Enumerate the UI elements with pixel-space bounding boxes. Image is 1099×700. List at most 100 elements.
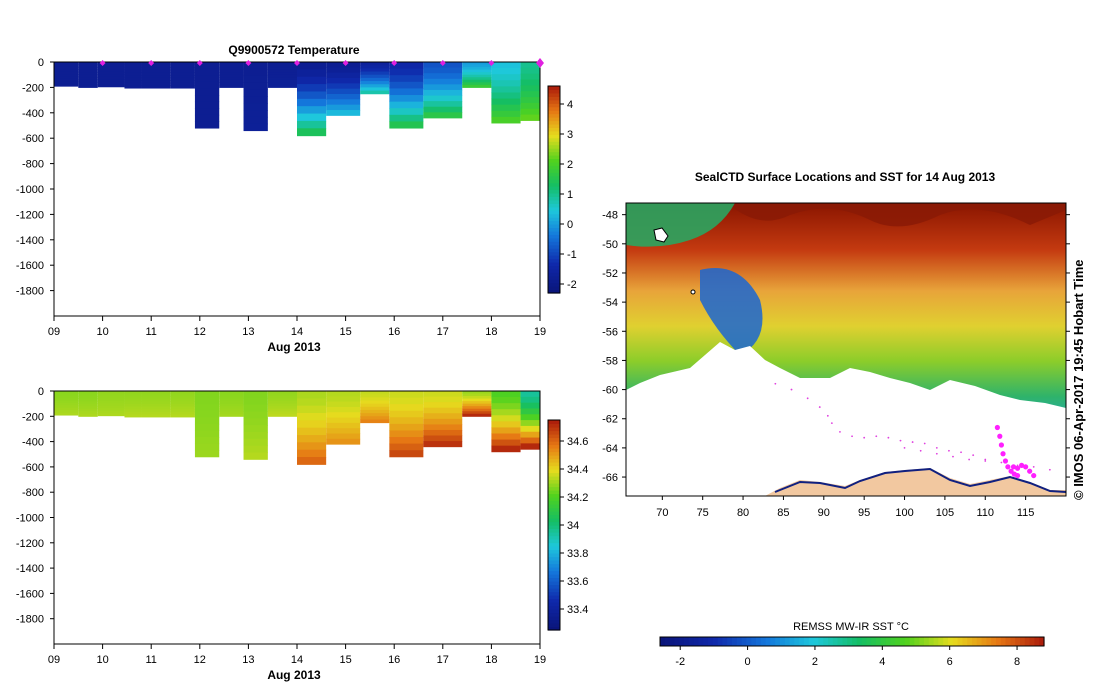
profile-4-cell-1 (141, 64, 171, 68)
profile-4-cell-1 (141, 393, 171, 397)
profile-7-cell-0 (219, 391, 244, 395)
profile-7-cell-3 (219, 69, 244, 73)
y-tick-label: -1200 (16, 209, 44, 221)
profile-0-cell-4 (54, 71, 79, 75)
profile-13-cell-2 (389, 75, 424, 83)
profile-4-cell-2 (141, 67, 171, 71)
y-tick-label: -1800 (16, 614, 44, 626)
colorbar-segment (548, 556, 560, 561)
sst-colorbar-segment (804, 637, 810, 646)
profile-0-cell-9 (54, 412, 79, 416)
sst-colorbar-segment (924, 637, 930, 646)
profile-0-cell-2 (54, 395, 79, 399)
sst-colorbar-segment (1029, 637, 1035, 646)
profile-0-cell-5 (54, 74, 79, 77)
profile-12-cell-3 (360, 400, 390, 405)
profile-9-cell-2 (267, 67, 297, 71)
profile-13-cell-2 (389, 404, 424, 412)
profile-16-cell-9 (491, 445, 521, 453)
profile-11-cell-1 (326, 396, 361, 403)
faint-track-point (1000, 461, 1003, 464)
profile-0-cell-2 (54, 66, 79, 70)
profile-6-cell-4 (194, 88, 220, 96)
colorbar-tick-label: 33.6 (567, 576, 588, 588)
profile-12-cell-2 (360, 68, 390, 73)
profile-16-cell-2 (491, 403, 521, 410)
profile-marker (536, 58, 544, 68)
sst-colorbar-segment (794, 637, 800, 646)
colorbar-segment (548, 175, 560, 180)
faint-track-point (903, 446, 906, 449)
sst-colorbar-tick-label: 8 (1014, 656, 1020, 668)
sst-colorbar-segment (919, 637, 925, 646)
profile-12-cell-5 (360, 77, 390, 82)
profile-13-cell-5 (389, 95, 424, 103)
profile-11-cell-1 (326, 67, 361, 74)
profile-17-cell-2 (520, 73, 540, 81)
profile-10-cell-9 (297, 128, 327, 137)
sst-colorbar-segment (751, 637, 757, 646)
profile-17-cell-6 (520, 97, 540, 104)
y-tick-label: -600 (22, 462, 44, 474)
colorbar-segment (548, 286, 560, 291)
profile-12-cell-7 (360, 413, 390, 417)
sst-colorbar-segment (1005, 637, 1011, 646)
y-tick-label: -600 (22, 133, 44, 145)
profile-5-cell-0 (170, 62, 195, 66)
profile-3-cell-0 (124, 62, 142, 66)
sst-colorbar-segment (828, 637, 834, 646)
colorbar-segment (548, 113, 560, 118)
profile-9-cell-7 (267, 408, 297, 412)
profile-0-cell-1 (54, 64, 79, 68)
sst-colorbar-segment (741, 637, 747, 646)
profile-5-cell-7 (170, 409, 195, 413)
profile-11-cell-8 (326, 433, 361, 440)
profile-14-cell-2 (423, 402, 463, 409)
sst-colorbar: -2 0 2 4 6 8 (659, 636, 1045, 668)
profile-2-cell-3 (97, 398, 125, 402)
profile-6-cell-0 (194, 62, 220, 70)
sst-colorbar-segment (717, 637, 723, 646)
profile-11-cell-0 (326, 391, 361, 397)
seal-track-point (1000, 451, 1006, 457)
profile-13-cell-1 (389, 68, 424, 76)
profile-15-cell-8 (462, 82, 492, 86)
sst-colorbar-segment (880, 637, 887, 646)
colorbar-segment (548, 427, 560, 432)
sst-colorbar-segment (914, 637, 920, 646)
profile-9-cell-6 (267, 77, 297, 81)
salinity-profiles (54, 391, 540, 465)
faint-track-point (968, 458, 971, 461)
profile-8-cell-5 (243, 425, 268, 433)
sst-colorbar-segment (991, 637, 997, 646)
profile-8-cell-3 (243, 411, 268, 419)
sst-colorbar-segment (813, 637, 819, 646)
lat-tick-label: -48 (602, 210, 618, 222)
profile-5-cell-7 (170, 80, 195, 84)
profile-8-cell-7 (243, 110, 268, 118)
profile-5-cell-4 (170, 72, 195, 76)
colorbar-segment (548, 493, 560, 498)
faint-track-point (875, 435, 878, 438)
profile-13-cell-7 (389, 437, 424, 445)
colorbar-segment (548, 192, 560, 197)
profile-1-cell-9 (78, 413, 98, 417)
profile-1-cell-5 (78, 74, 98, 78)
profile-1-cell-0 (78, 62, 98, 66)
cool-sst-patch-west (626, 203, 735, 247)
profile-7-cell-5 (219, 403, 244, 407)
lon-tick-label: 100 (895, 507, 913, 519)
profile-10-cell-0 (297, 62, 327, 70)
colorbar-segment (548, 168, 560, 173)
sst-colorbar-segment (895, 637, 901, 646)
profile-16-cell-8 (491, 439, 521, 447)
sst-colorbar-segment (938, 637, 944, 646)
profile-1-cell-5 (78, 403, 98, 407)
profile-4-cell-4 (141, 72, 171, 76)
lon-tick-label: 85 (777, 507, 789, 519)
profile-11-cell-3 (326, 78, 361, 84)
salinity-x-label: Aug 2013 (267, 668, 321, 682)
sst-colorbar-segment (784, 637, 791, 646)
x-tick-label: 17 (437, 654, 449, 666)
sst-colorbar-segment (732, 637, 738, 646)
